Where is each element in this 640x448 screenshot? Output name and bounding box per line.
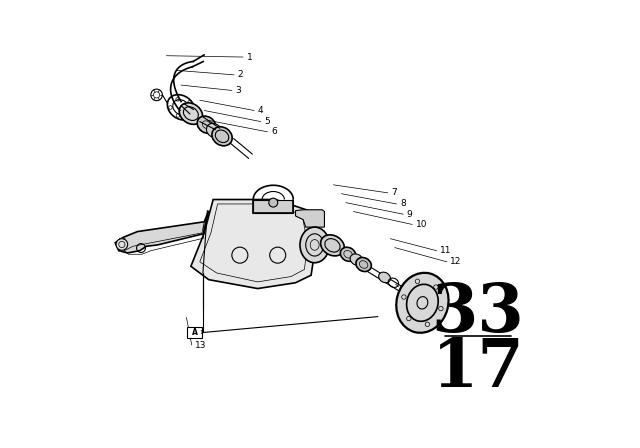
Text: 33: 33: [431, 280, 524, 345]
Polygon shape: [119, 238, 125, 244]
Ellipse shape: [340, 247, 356, 261]
Text: 2: 2: [237, 70, 243, 79]
Text: 13: 13: [195, 340, 207, 349]
Text: 11: 11: [440, 246, 452, 255]
Ellipse shape: [396, 273, 449, 333]
Polygon shape: [191, 199, 316, 289]
Ellipse shape: [379, 272, 390, 283]
Polygon shape: [296, 210, 324, 227]
Text: 7: 7: [391, 188, 397, 197]
Ellipse shape: [356, 258, 371, 271]
Ellipse shape: [179, 103, 202, 125]
Circle shape: [116, 239, 127, 250]
Ellipse shape: [167, 95, 195, 120]
Polygon shape: [115, 211, 209, 253]
Text: 1: 1: [246, 52, 252, 61]
Text: 5: 5: [264, 117, 270, 126]
Text: 1: 1: [200, 330, 203, 335]
Ellipse shape: [321, 235, 344, 256]
Text: 10: 10: [416, 220, 428, 229]
Circle shape: [269, 198, 278, 207]
Text: 8: 8: [400, 199, 406, 208]
Ellipse shape: [300, 227, 330, 263]
Text: 17: 17: [431, 336, 524, 401]
Text: 6: 6: [271, 127, 276, 136]
Text: A: A: [191, 328, 197, 337]
Text: 12: 12: [451, 257, 462, 267]
FancyBboxPatch shape: [187, 327, 202, 338]
Text: 4: 4: [258, 106, 263, 115]
Text: 9: 9: [407, 210, 413, 219]
Ellipse shape: [212, 127, 232, 146]
Text: 3: 3: [236, 86, 241, 95]
Ellipse shape: [207, 123, 221, 138]
Ellipse shape: [197, 116, 216, 134]
Ellipse shape: [350, 254, 363, 265]
Polygon shape: [253, 199, 293, 213]
